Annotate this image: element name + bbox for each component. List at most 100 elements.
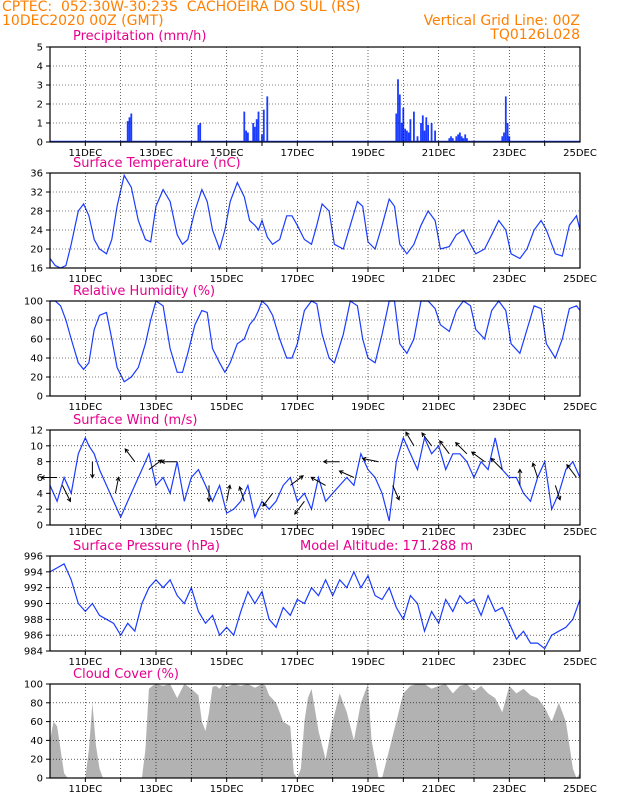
cloud-title: Cloud Cover (%) <box>73 667 179 682</box>
y-tick-label: 60 <box>30 717 43 728</box>
y-tick-label: 3 <box>37 81 43 92</box>
pres-panel: 984 986 988 990 992 994 996 11DEC 13DEC 15DEC 17DE… <box>24 539 597 668</box>
precip-bar <box>503 132 505 142</box>
x-tick-label: 21DEC <box>422 784 456 795</box>
wind-arrow <box>554 485 562 501</box>
y-tick-label: 1 <box>37 119 43 130</box>
y-tick-label: 32 <box>30 188 43 199</box>
precip-bar <box>402 107 405 142</box>
y-tick-label: 12 <box>30 426 43 437</box>
precip-bar <box>128 117 131 142</box>
y-tick-label: 4 <box>37 62 43 73</box>
y-tick-label: 990 <box>24 599 43 610</box>
x-tick-label: 11DEC <box>68 657 102 668</box>
y-tick-label: 0 <box>37 521 43 532</box>
wind-arrow <box>238 485 245 502</box>
rh-title: Relative Humidity (%) <box>73 284 215 299</box>
header-model-id: TQ0126L028 <box>490 27 580 43</box>
y-tick-label: 100 <box>24 297 43 308</box>
precip-bar <box>506 123 509 142</box>
precip-title: Precipitation (mm/h) <box>73 29 206 44</box>
y-tick-label: 984 <box>24 647 43 658</box>
temp-panel: 16 20 24 28 32 36 11DEC 13DEC 15DEC 17DEC 19DEC 21D… <box>30 156 597 285</box>
x-tick-label: 25DEC <box>563 274 597 285</box>
x-tick-label: 13DEC <box>139 402 173 413</box>
x-tick-label: 15DEC <box>210 274 244 285</box>
cloud-panel: 0 20 40 60 80 100 11DEC 13DEC 15DEC 17DEC 19DEC 21D… <box>24 667 597 795</box>
rh-line <box>50 299 581 383</box>
precip-bar <box>450 136 452 142</box>
precip-bar <box>126 121 129 142</box>
x-tick-label: 13DEC <box>139 527 173 538</box>
x-tick-label: 15DEC <box>210 527 244 538</box>
x-tick-label: 19DEC <box>351 274 385 285</box>
x-tick-label: 23DEC <box>492 274 526 285</box>
precip-bar <box>421 115 424 142</box>
x-tick-label: 11DEC <box>68 148 102 159</box>
y-tick-label: 20 <box>30 373 43 384</box>
precip-bar <box>464 134 467 142</box>
precip-bar <box>261 134 263 142</box>
x-tick-label: 19DEC <box>351 148 385 159</box>
precip-bar <box>416 136 419 142</box>
wind-title: Surface Wind (m/s) <box>73 413 197 428</box>
precip-bar <box>400 123 403 142</box>
y-tick-label: 996 <box>24 552 43 563</box>
precip-bar <box>407 132 410 142</box>
wind-arrow <box>361 456 379 463</box>
y-tick-label: 20 <box>30 245 43 256</box>
y-tick-label: 28 <box>30 207 43 218</box>
y-tick-label: 20 <box>30 755 43 766</box>
header-date: 10DEC2020 00Z (GMT) <box>2 13 164 29</box>
x-tick-label: 25DEC <box>563 402 597 413</box>
precip-bar <box>397 79 399 142</box>
x-tick-label: 23DEC <box>492 657 526 668</box>
y-tick-label: 8 <box>37 457 43 468</box>
precip-bar <box>252 123 255 142</box>
precip-bar <box>462 138 465 142</box>
precip-bar <box>199 123 202 142</box>
wind-arrow <box>114 476 121 494</box>
temp-title: Surface Temperature (nC) <box>73 156 241 171</box>
precip-bar <box>255 119 258 142</box>
rh-panel: 0 20 40 60 80 100 11DEC 13DEC 15DEC 17DEC 19DEC 21D… <box>24 284 597 413</box>
x-tick-label: 23DEC <box>492 784 526 795</box>
precip-bar <box>501 136 504 142</box>
precip-bar <box>398 94 401 142</box>
wind-arrow <box>148 459 163 470</box>
wind-arrow <box>290 475 304 486</box>
x-tick-label: 21DEC <box>422 148 456 159</box>
y-tick-label: 16 <box>30 264 43 275</box>
wind-arrow <box>490 457 503 470</box>
y-tick-label: 0 <box>37 774 43 785</box>
y-tick-label: 994 <box>24 567 43 578</box>
x-tick-label: 17DEC <box>280 527 314 538</box>
y-tick-label: 80 <box>30 698 43 709</box>
precip-bar <box>266 96 269 142</box>
pres-subtitle: Model Altitude: 171.288 m <box>300 539 473 554</box>
y-tick-label: 10 <box>30 441 43 452</box>
wind-frame <box>49 429 581 526</box>
precip-bar <box>459 132 461 142</box>
precip-bar <box>434 130 436 142</box>
precip-bar <box>425 117 428 142</box>
wind-panel: 0 2 4 6 8 10 12 11DEC 13DEC 15DEC 17DEC 19DEC 21DEC 2… <box>30 413 597 538</box>
wind-arrow <box>294 500 305 515</box>
wind-arrow <box>61 485 71 503</box>
x-tick-label: 23DEC <box>492 402 526 413</box>
precip-bar <box>406 130 408 142</box>
x-tick-label: 13DEC <box>139 784 173 795</box>
precip-bar <box>130 113 133 142</box>
wind-arrow <box>531 462 539 478</box>
wind-arrow <box>90 461 95 479</box>
precip-bar <box>243 111 246 142</box>
x-tick-label: 25DEC <box>563 148 597 159</box>
x-tick-label: 17DEC <box>280 274 314 285</box>
y-tick-label: 986 <box>24 631 43 642</box>
temp-frame <box>49 172 581 269</box>
precip-bar <box>395 113 398 142</box>
x-tick-label: 17DEC <box>280 148 314 159</box>
wind-arrow <box>405 431 415 447</box>
precip-bar <box>455 136 458 142</box>
